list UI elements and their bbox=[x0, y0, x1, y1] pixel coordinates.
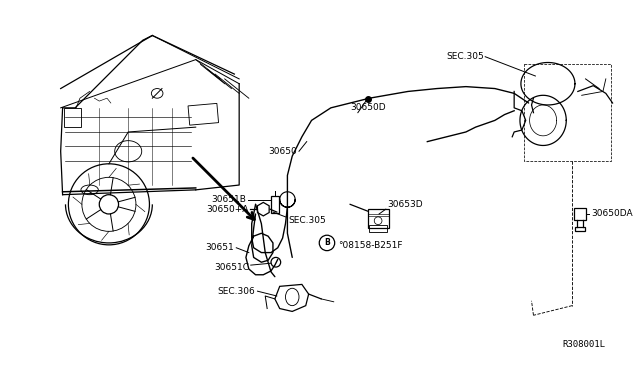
Bar bbox=[524, 64, 611, 161]
Text: 30650DA: 30650DA bbox=[591, 209, 633, 218]
Bar bbox=[188, 103, 218, 125]
Text: B: B bbox=[324, 238, 330, 247]
Text: 30650: 30650 bbox=[268, 147, 297, 156]
Bar bbox=[271, 196, 279, 213]
Text: SEC.305: SEC.305 bbox=[289, 216, 326, 225]
Text: R308001L: R308001L bbox=[563, 340, 606, 349]
Bar bbox=[367, 214, 388, 216]
Text: 30650D: 30650D bbox=[350, 103, 386, 112]
Text: °08158-B251F: °08158-B251F bbox=[339, 241, 403, 250]
Bar bbox=[369, 225, 387, 232]
Bar bbox=[574, 208, 586, 220]
Bar bbox=[367, 209, 388, 228]
Text: 30651B: 30651B bbox=[211, 195, 246, 204]
Text: 30651: 30651 bbox=[205, 243, 234, 252]
Text: 30653D: 30653D bbox=[387, 200, 422, 209]
Bar bbox=[575, 227, 584, 231]
Text: SEC.305: SEC.305 bbox=[447, 52, 484, 61]
Bar bbox=[63, 108, 81, 127]
Text: 30650+A: 30650+A bbox=[207, 205, 249, 214]
Text: SEC.306: SEC.306 bbox=[218, 287, 255, 296]
Text: 30651C: 30651C bbox=[214, 263, 249, 272]
